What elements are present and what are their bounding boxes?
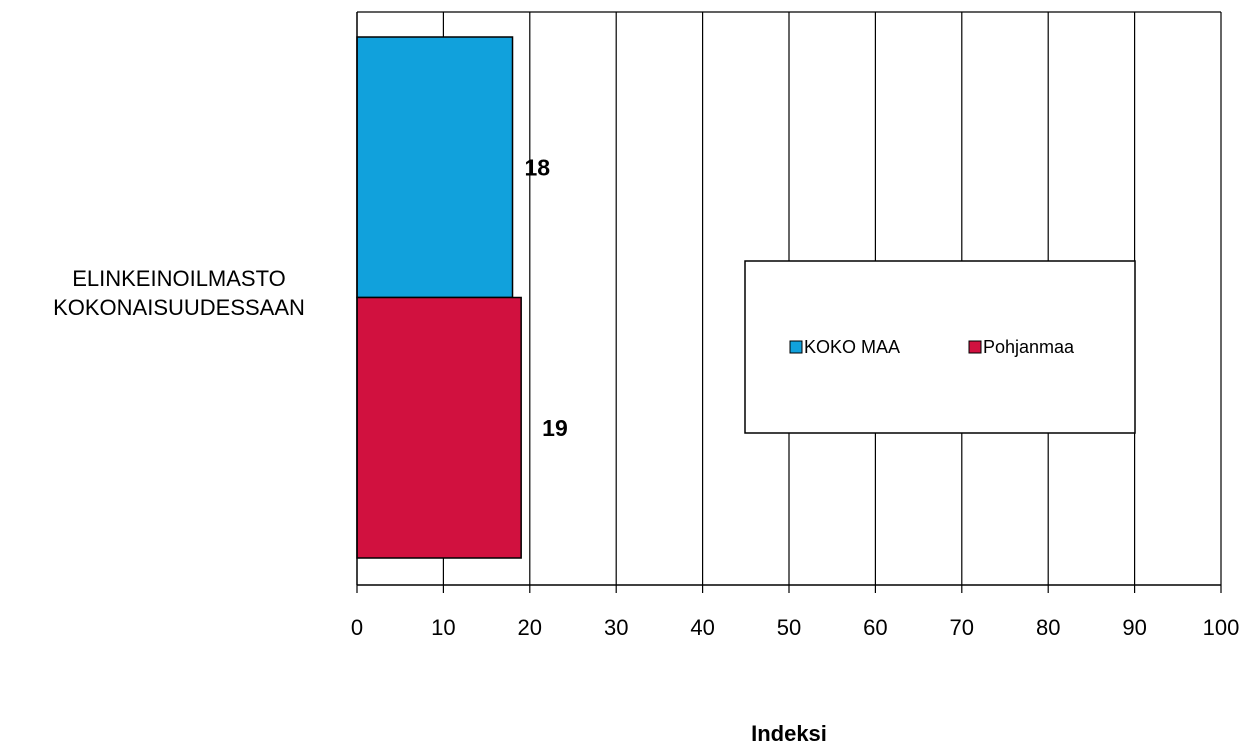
data-label: 19 (542, 415, 568, 441)
data-label: 18 (525, 154, 551, 180)
category-label: KOKONAISUUDESSAAN (53, 295, 305, 320)
x-tick-label: 30 (604, 615, 628, 640)
x-tick-label: 60 (863, 615, 887, 640)
x-tick-label: 20 (518, 615, 542, 640)
bar-pohjanmaa (356, 296, 522, 559)
bar-koko-maa (356, 36, 514, 299)
x-tick-label: 90 (1122, 615, 1146, 640)
category-label: ELINKEINOILMASTO (72, 266, 286, 291)
x-tick-label: 50 (777, 615, 801, 640)
x-tick-label: 0 (351, 615, 363, 640)
x-tick-label: 70 (950, 615, 974, 640)
x-axis-title: Indeksi (751, 721, 827, 745)
legend-swatch (968, 340, 982, 354)
x-tick-label: 100 (1203, 615, 1240, 640)
legend-label: KOKO MAA (804, 337, 900, 357)
legend-box (744, 260, 1136, 434)
legend-swatch (789, 340, 803, 354)
legend-label: Pohjanmaa (983, 337, 1075, 357)
x-tick-label: 80 (1036, 615, 1060, 640)
x-tick-label: 10 (431, 615, 455, 640)
x-tick-label: 40 (690, 615, 714, 640)
